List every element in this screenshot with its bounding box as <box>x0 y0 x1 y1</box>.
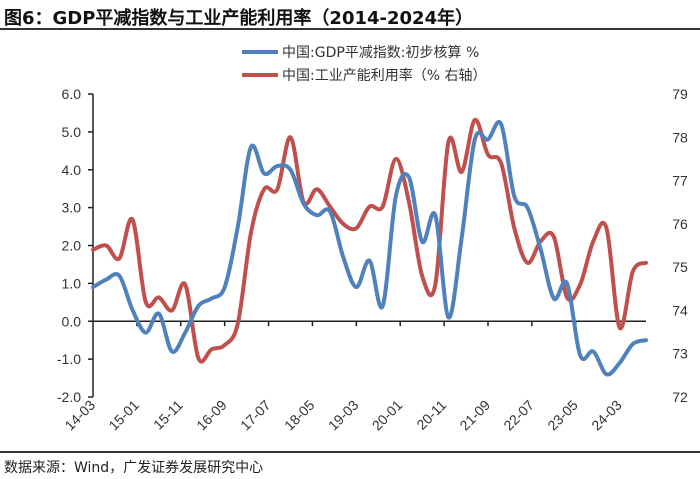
right-y-tick-label: 77 <box>672 173 688 189</box>
title-divider <box>0 28 700 30</box>
series-line-gdp-deflator <box>91 120 648 377</box>
x-tick-label: 15-11 <box>150 397 186 433</box>
x-tick-label: 20-01 <box>369 397 406 434</box>
left-y-tick-label: 4.0 <box>62 162 82 178</box>
right-y-tick-label: 73 <box>672 346 688 362</box>
x-tick-label: 23-05 <box>544 397 581 434</box>
right-y-tick-label: 75 <box>672 259 688 275</box>
left-y-tick-label: 5.0 <box>62 124 82 140</box>
legend: 中国:GDP平减指数:初步核算 % 中国:工业产能利用率（% 右轴） <box>242 44 486 84</box>
chart-title: 图6：GDP平减指数与工业产能利用率（2014-2024年） <box>4 8 474 29</box>
x-tick-label: 22-07 <box>500 397 537 434</box>
x-tick-label: 21-09 <box>456 397 493 434</box>
x-tick-label: 24-03 <box>588 397 625 434</box>
left-y-tick-label: -2.0 <box>57 389 81 405</box>
x-tick-label: 19-03 <box>325 397 362 434</box>
right-y-tick-label: 79 <box>672 86 688 102</box>
right-y-tick-label: 74 <box>672 302 688 318</box>
x-tick-label: 15-01 <box>105 397 142 434</box>
source-note: 数据来源：Wind，广发证券发展研究中心 <box>4 460 264 476</box>
left-y-tick-label: 1.0 <box>62 275 82 291</box>
x-tick-label: 16-09 <box>193 397 230 434</box>
left-y-tick-label: 6.0 <box>62 86 82 102</box>
legend-label-capacity-utilization: 中国:工业产能利用率（% 右轴） <box>282 67 486 84</box>
footer-divider <box>0 451 700 453</box>
right-y-tick-label: 78 <box>672 129 688 145</box>
x-tick-label: 20-11 <box>413 397 449 433</box>
left-y-tick-label: 2.0 <box>62 238 82 254</box>
legend-label-gdp-deflator: 中国:GDP平减指数:初步核算 % <box>282 44 479 61</box>
x-tick-label: 18-05 <box>281 397 318 434</box>
x-tick-label: 17-07 <box>237 397 274 434</box>
right-y-tick-label: 72 <box>672 389 688 405</box>
left-y-tick-label: 3.0 <box>62 200 82 216</box>
series-line-capacity-utilization <box>91 117 648 364</box>
left-y-tick-label: 0.0 <box>62 313 82 329</box>
left-y-tick-label: -1.0 <box>57 351 81 367</box>
right-y-tick-label: 76 <box>672 216 688 232</box>
